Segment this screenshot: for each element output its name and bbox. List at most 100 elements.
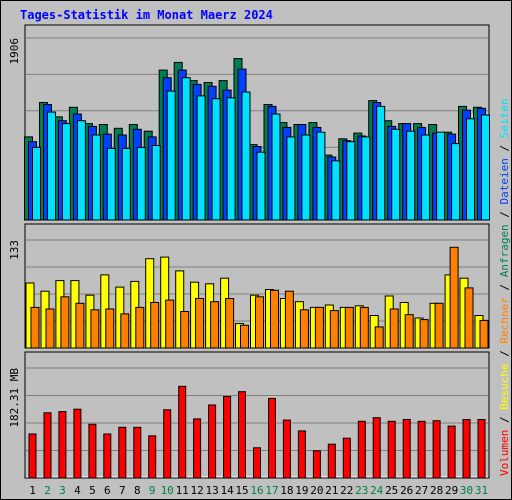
bar-rechner-day-4 xyxy=(75,302,85,349)
x-tick-label-day-24: 24 xyxy=(370,484,384,497)
legend-separator: / xyxy=(498,138,511,158)
bar-seiten-day-17 xyxy=(271,113,281,221)
x-tick-label-day-21: 21 xyxy=(325,484,338,497)
x-tick-label-day-29: 29 xyxy=(445,484,458,497)
bar-volumen-day-24 xyxy=(372,417,381,479)
bar-volumen-day-13 xyxy=(208,404,217,479)
x-tick-label-day-10: 10 xyxy=(161,484,174,497)
bar-volumen-day-19 xyxy=(297,430,306,479)
bar-rechner-day-17 xyxy=(270,289,279,349)
bar-seiten-day-15 xyxy=(241,91,251,221)
x-tick-label-day-1: 1 xyxy=(29,484,36,497)
bar-rechner-day-11 xyxy=(180,311,190,349)
x-tick-label-day-14: 14 xyxy=(220,484,234,497)
bar-volumen-day-30 xyxy=(462,419,471,479)
x-tick-label-day-12: 12 xyxy=(190,484,203,497)
legend-dateien: Dateien xyxy=(498,158,511,204)
axis-max-label-2: 133 xyxy=(8,240,21,260)
axis-max-label-1: 1906 xyxy=(8,38,21,65)
bar-rechner-day-9 xyxy=(150,302,160,349)
x-tick-label-day-25: 25 xyxy=(385,484,398,497)
bar-rechner-day-20 xyxy=(314,306,324,349)
bar-rechner-day-3 xyxy=(60,296,70,349)
legend-separator: / xyxy=(498,344,511,364)
bar-volumen-day-6 xyxy=(103,433,112,479)
bar-seiten-day-29 xyxy=(451,143,461,221)
legend-anfragen: Anfragen xyxy=(498,224,511,277)
bar-rechner-day-8 xyxy=(135,306,145,349)
x-tick-label-day-19: 19 xyxy=(295,484,308,497)
bar-seiten-day-7 xyxy=(121,147,131,221)
bar-volumen-day-21 xyxy=(327,443,336,479)
x-tick-label-day-20: 20 xyxy=(310,484,323,497)
bar-seiten-day-3 xyxy=(61,123,71,221)
bar-rechner-day-26 xyxy=(404,314,414,349)
bar-volumen-day-26 xyxy=(402,419,411,479)
bar-rechner-day-28 xyxy=(434,302,444,349)
bar-volumen-day-16 xyxy=(253,447,261,479)
x-tick-label-day-2: 2 xyxy=(44,484,51,497)
bar-seiten-day-2 xyxy=(47,111,56,221)
bar-volumen-day-18 xyxy=(282,419,291,479)
bar-rechner-day-25 xyxy=(389,308,399,349)
legend-besuche: Besuche xyxy=(498,363,511,409)
bar-volumen-day-22 xyxy=(342,437,351,479)
legend-separator: / xyxy=(498,277,511,297)
bar-volumen-day-14 xyxy=(223,396,232,479)
x-tick-label-day-16: 16 xyxy=(250,484,263,497)
bar-volumen-day-7 xyxy=(118,426,127,479)
bar-rechner-day-14 xyxy=(225,298,235,349)
legend-separator: / xyxy=(498,410,511,430)
bar-rechner-day-27 xyxy=(419,319,429,349)
bar-rechner-day-16 xyxy=(255,296,264,349)
x-tick-label-day-11: 11 xyxy=(176,484,189,497)
bar-rechner-day-10 xyxy=(165,299,175,349)
x-tick-label-day-30: 30 xyxy=(460,484,473,497)
bar-rechner-day-15 xyxy=(240,324,249,349)
x-tick-label-day-5: 5 xyxy=(89,484,96,497)
bar-seiten-day-20 xyxy=(316,131,326,221)
bar-volumen-day-15 xyxy=(238,391,246,479)
bar-volumen-day-10 xyxy=(163,409,172,479)
bar-volumen-day-20 xyxy=(312,450,321,479)
bar-volumen-day-2 xyxy=(43,412,52,479)
bar-volumen-day-31 xyxy=(477,419,486,479)
bar-rechner-day-21 xyxy=(329,310,339,349)
bar-rechner-day-7 xyxy=(120,313,130,349)
chart-title: Tages-Statistik im Monat Maerz 2024 xyxy=(20,8,273,22)
bar-volumen-day-28 xyxy=(432,420,441,479)
x-tick-label-day-9: 9 xyxy=(149,484,156,497)
bar-volumen-day-8 xyxy=(133,426,142,479)
bar-seiten-day-30 xyxy=(466,118,475,221)
x-tick-label-day-27: 27 xyxy=(415,484,428,497)
bar-volumen-day-12 xyxy=(193,418,202,479)
bar-rechner-day-12 xyxy=(195,298,205,349)
bar-volumen-day-25 xyxy=(387,420,396,479)
x-tick-label-day-23: 23 xyxy=(355,484,368,497)
bar-volumen-day-17 xyxy=(268,397,276,479)
bar-seiten-day-1 xyxy=(32,146,41,221)
x-tick-label-day-15: 15 xyxy=(235,484,248,497)
bar-rechner-day-22 xyxy=(344,306,354,349)
x-tick-label-day-6: 6 xyxy=(104,484,111,497)
x-tick-label-day-13: 13 xyxy=(205,484,218,497)
x-tick-label-day-28: 28 xyxy=(430,484,443,497)
bar-seiten-day-11 xyxy=(181,77,191,221)
bar-seiten-day-23 xyxy=(361,136,371,221)
bar-seiten-day-6 xyxy=(106,147,116,221)
bar-rechner-day-5 xyxy=(90,309,100,349)
bar-seiten-day-8 xyxy=(136,146,146,221)
x-tick-label-day-22: 22 xyxy=(340,484,353,497)
bar-seiten-day-27 xyxy=(421,134,431,221)
bar-volumen-day-23 xyxy=(357,420,366,479)
bar-rechner-day-6 xyxy=(105,308,115,349)
bar-rechner-day-1 xyxy=(30,306,40,349)
bar-volumen-day-1 xyxy=(28,433,37,479)
bar-volumen-day-9 xyxy=(148,435,157,479)
bar-rechner-day-31 xyxy=(479,319,489,349)
x-tick-label-day-7: 7 xyxy=(119,484,126,497)
bar-seiten-day-24 xyxy=(376,105,386,221)
bar-rechner-day-24 xyxy=(374,326,384,349)
bar-seiten-day-25 xyxy=(391,128,401,221)
bar-seiten-day-12 xyxy=(196,95,206,221)
